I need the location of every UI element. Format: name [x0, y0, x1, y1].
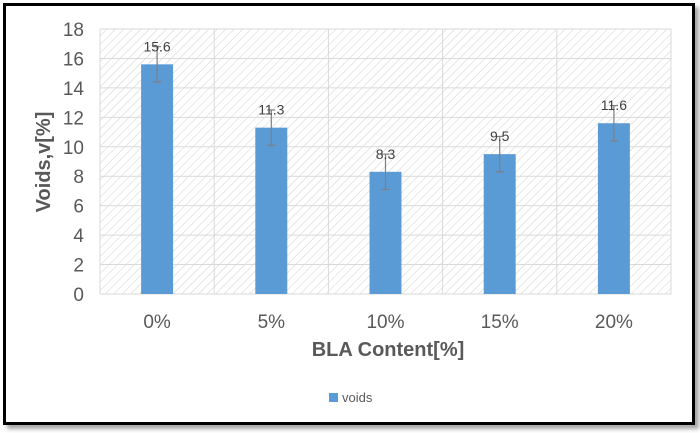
error-bars [153, 46, 618, 191]
y-tick-label: 0 [73, 285, 84, 306]
legend-swatch [329, 393, 338, 402]
data-label: 8.3 [376, 146, 396, 162]
x-tick-label: 15% [481, 312, 519, 333]
bar [597, 123, 630, 294]
bar [369, 171, 402, 294]
y-tick-label: 8 [73, 167, 84, 188]
data-label: 15.6 [143, 38, 170, 54]
data-label: 11.3 [258, 102, 284, 118]
x-axis-title: BLA Content[%] [312, 339, 465, 361]
y-tick-label: 16 [63, 49, 84, 70]
y-axis-ticks: 0 2 4 6 8 10 12 14 16 18 [63, 20, 85, 306]
x-tick-label: 0% [143, 312, 171, 333]
y-tick-label: 12 [63, 108, 84, 129]
bar [483, 154, 516, 294]
y-tick-label: 2 [73, 256, 84, 277]
x-tick-label: 20% [595, 312, 633, 333]
data-label: 11.6 [601, 97, 627, 113]
bar [255, 127, 288, 294]
y-tick-label: 14 [63, 79, 85, 100]
x-tick-label: 5% [258, 312, 286, 333]
y-tick-label: 6 [73, 197, 84, 218]
y-tick-label: 10 [63, 138, 84, 159]
y-axis-title: Voids,v[%] [33, 112, 55, 213]
x-tick-label: 10% [366, 312, 404, 333]
gridlines [99, 28, 672, 295]
x-axis-ticks: 0% 5% 10% 15% 20% [143, 312, 633, 333]
data-labels: 15.6 11.3 8.3 9.5 11.6 [143, 38, 627, 161]
legend-label: voids [342, 390, 373, 405]
y-tick-label: 18 [63, 20, 84, 41]
legend: voids [329, 390, 373, 405]
bar [141, 64, 174, 294]
bars [141, 64, 630, 294]
y-tick-label: 4 [73, 226, 84, 247]
data-label: 9.5 [490, 128, 510, 144]
